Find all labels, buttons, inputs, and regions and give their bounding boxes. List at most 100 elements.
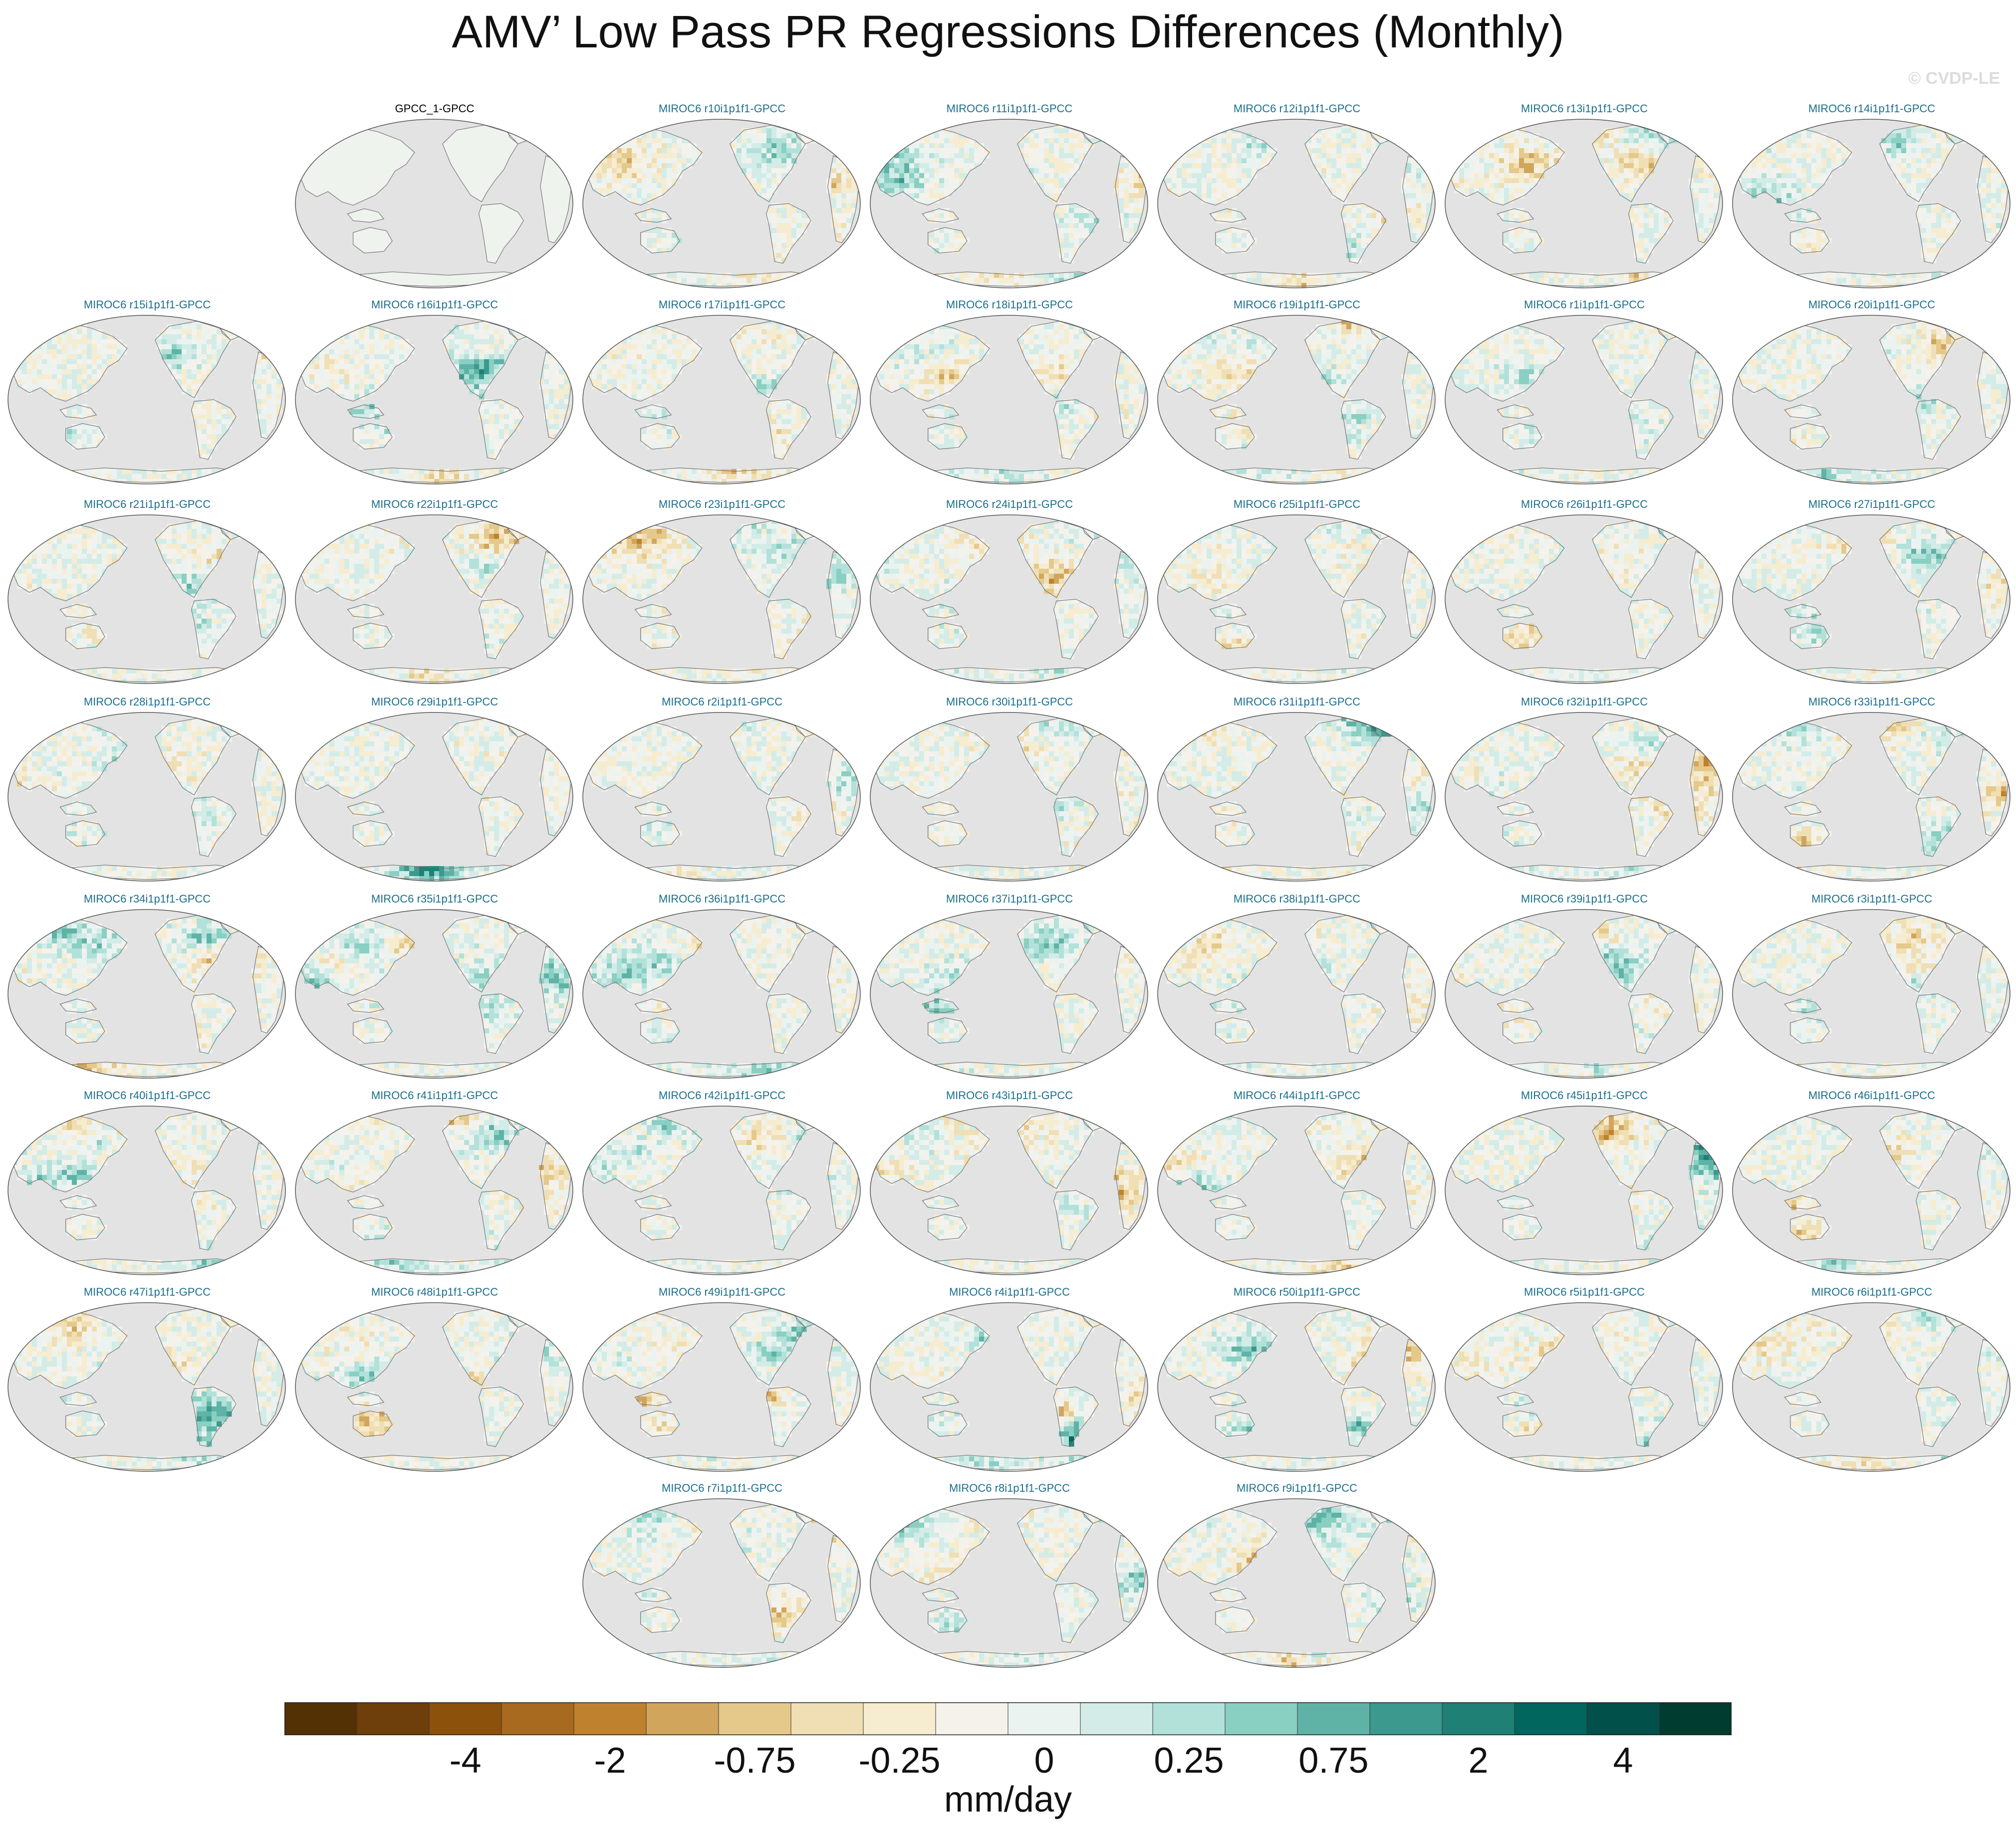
map-panel: MIROC6 r47i1p1f1-GPCC xyxy=(7,1286,287,1473)
colorbar-box xyxy=(718,1702,792,1735)
world-map xyxy=(870,1106,1148,1275)
panel-title: MIROC6 r37i1p1f1-GPCC xyxy=(869,893,1150,906)
map-border xyxy=(1445,514,1723,684)
panel-title: MIROC6 r1i1p1f1-GPCC xyxy=(1444,298,1725,311)
map-panel: MIROC6 r1i1p1f1-GPCC xyxy=(1444,298,1725,485)
map-border xyxy=(582,1106,861,1275)
map-border xyxy=(7,315,286,484)
map-panel: MIROC6 r22i1p1f1-GPCC xyxy=(294,498,575,685)
map-border xyxy=(870,909,1148,1079)
world-map xyxy=(582,1302,861,1472)
map-border xyxy=(582,712,861,882)
cvdp-watermark: © CVDP-LE xyxy=(1908,69,2000,88)
panel-title: MIROC6 r10i1p1f1-GPCC xyxy=(582,102,862,115)
panel-title: MIROC6 r45i1p1f1-GPCC xyxy=(1444,1089,1725,1102)
map-panel: MIROC6 r9i1p1f1-GPCC xyxy=(1157,1482,1437,1669)
colorbar-box xyxy=(790,1702,864,1735)
world-map xyxy=(1732,119,2011,288)
map-panel: MIROC6 r20i1p1f1-GPCC xyxy=(1732,298,2012,485)
map-border xyxy=(582,315,861,484)
regression-field xyxy=(1446,518,1722,684)
map-border xyxy=(1157,909,1436,1079)
panel-title: MIROC6 r34i1p1f1-GPCC xyxy=(7,893,287,906)
map-panel: MIROC6 r29i1p1f1-GPCC xyxy=(294,695,575,883)
colorbar-box xyxy=(863,1702,937,1735)
figure-title: AMV’ Low Pass PR Regressions Differences… xyxy=(0,6,2016,58)
panel-title: MIROC6 r31i1p1f1-GPCC xyxy=(1157,695,1437,708)
world-map xyxy=(295,712,573,882)
map-panel: MIROC6 r50i1p1f1-GPCC xyxy=(1157,1286,1437,1473)
panel-title: MIROC6 r14i1p1f1-GPCC xyxy=(1732,102,2012,115)
colorbar-tick-label: -4 xyxy=(449,1740,481,1781)
map-border xyxy=(1157,315,1436,484)
panel-title: MIROC6 r12i1p1f1-GPCC xyxy=(1157,102,1437,115)
regression-field xyxy=(584,123,859,288)
map-panel: MIROC6 r33i1p1f1-GPCC xyxy=(1732,695,2012,883)
panel-title: MIROC6 r36i1p1f1-GPCC xyxy=(582,893,862,906)
colorbar-box xyxy=(1514,1702,1588,1735)
map-border xyxy=(1157,514,1436,684)
world-map xyxy=(870,712,1148,882)
panel-title: MIROC6 r17i1p1f1-GPCC xyxy=(582,298,862,311)
world-map xyxy=(582,514,861,684)
colorbar-box xyxy=(1442,1702,1515,1735)
regression-field xyxy=(296,319,572,484)
panel-title: MIROC6 r26i1p1f1-GPCC xyxy=(1444,498,1725,511)
regression-field xyxy=(1159,1502,1434,1667)
world-map xyxy=(1445,909,1723,1079)
panel-title: MIROC6 r38i1p1f1-GPCC xyxy=(1157,893,1437,906)
world-map xyxy=(1157,712,1436,882)
map-panel: MIROC6 r32i1p1f1-GPCC xyxy=(1444,695,1725,883)
colorbar-box xyxy=(1297,1702,1371,1735)
colorbar xyxy=(284,1702,1732,1735)
map-panel: MIROC6 r31i1p1f1-GPCC xyxy=(1157,695,1437,883)
panel-title: GPCC_1-GPCC xyxy=(294,102,575,115)
panel-title: MIROC6 r25i1p1f1-GPCC xyxy=(1157,498,1437,511)
map-border xyxy=(582,119,861,288)
map-panel: MIROC6 r42i1p1f1-GPCC xyxy=(582,1089,862,1276)
panel-title: MIROC6 r18i1p1f1-GPCC xyxy=(869,298,1150,311)
map-border xyxy=(870,1106,1148,1275)
panel-title: MIROC6 r16i1p1f1-GPCC xyxy=(294,298,575,311)
colorbar-box xyxy=(1152,1702,1226,1735)
map-border xyxy=(295,514,573,684)
map-border xyxy=(295,1106,573,1275)
world-map xyxy=(1732,909,2011,1079)
map-panel: MIROC6 r30i1p1f1-GPCC xyxy=(869,695,1150,883)
panel-title: MIROC6 r42i1p1f1-GPCC xyxy=(582,1089,862,1102)
map-border xyxy=(1157,712,1436,882)
map-border xyxy=(1732,315,2011,484)
panel-title: MIROC6 r43i1p1f1-GPCC xyxy=(869,1089,1150,1102)
regression-field xyxy=(296,518,572,684)
map-panel: MIROC6 r4i1p1f1-GPCC xyxy=(869,1286,1150,1473)
map-panel: MIROC6 r41i1p1f1-GPCC xyxy=(294,1089,575,1276)
world-map xyxy=(1157,909,1436,1079)
world-map xyxy=(1157,514,1436,684)
world-map xyxy=(1157,315,1436,484)
map-border xyxy=(1732,1106,2011,1275)
world-map xyxy=(1732,1302,2011,1472)
colorbar-tick-label: -0.75 xyxy=(714,1740,795,1781)
map-panel: MIROC6 r40i1p1f1-GPCC xyxy=(7,1089,287,1276)
map-panel: GPCC_1-GPCC xyxy=(294,102,575,289)
map-border xyxy=(295,909,573,1079)
panel-title: MIROC6 r22i1p1f1-GPCC xyxy=(294,498,575,511)
map-panel: MIROC6 r24i1p1f1-GPCC xyxy=(869,498,1150,685)
map-panel: MIROC6 r13i1p1f1-GPCC xyxy=(1444,102,1725,289)
panel-title: MIROC6 r49i1p1f1-GPCC xyxy=(582,1286,862,1299)
panel-title: MIROC6 r3i1p1f1-GPCC xyxy=(1732,893,2012,906)
world-map xyxy=(295,1106,573,1275)
world-map xyxy=(1732,712,2011,882)
colorbar-box xyxy=(573,1702,647,1735)
colorbar-box xyxy=(356,1702,430,1735)
map-panel: MIROC6 r16i1p1f1-GPCC xyxy=(294,298,575,485)
world-map xyxy=(7,1106,286,1275)
world-map xyxy=(1445,1106,1723,1275)
world-map xyxy=(7,315,286,484)
map-border xyxy=(1445,315,1723,484)
map-border xyxy=(7,909,286,1079)
world-map xyxy=(582,119,861,288)
world-map xyxy=(1445,514,1723,684)
map-panel: MIROC6 r5i1p1f1-GPCC xyxy=(1444,1286,1725,1473)
panel-title: MIROC6 r11i1p1f1-GPCC xyxy=(869,102,1150,115)
